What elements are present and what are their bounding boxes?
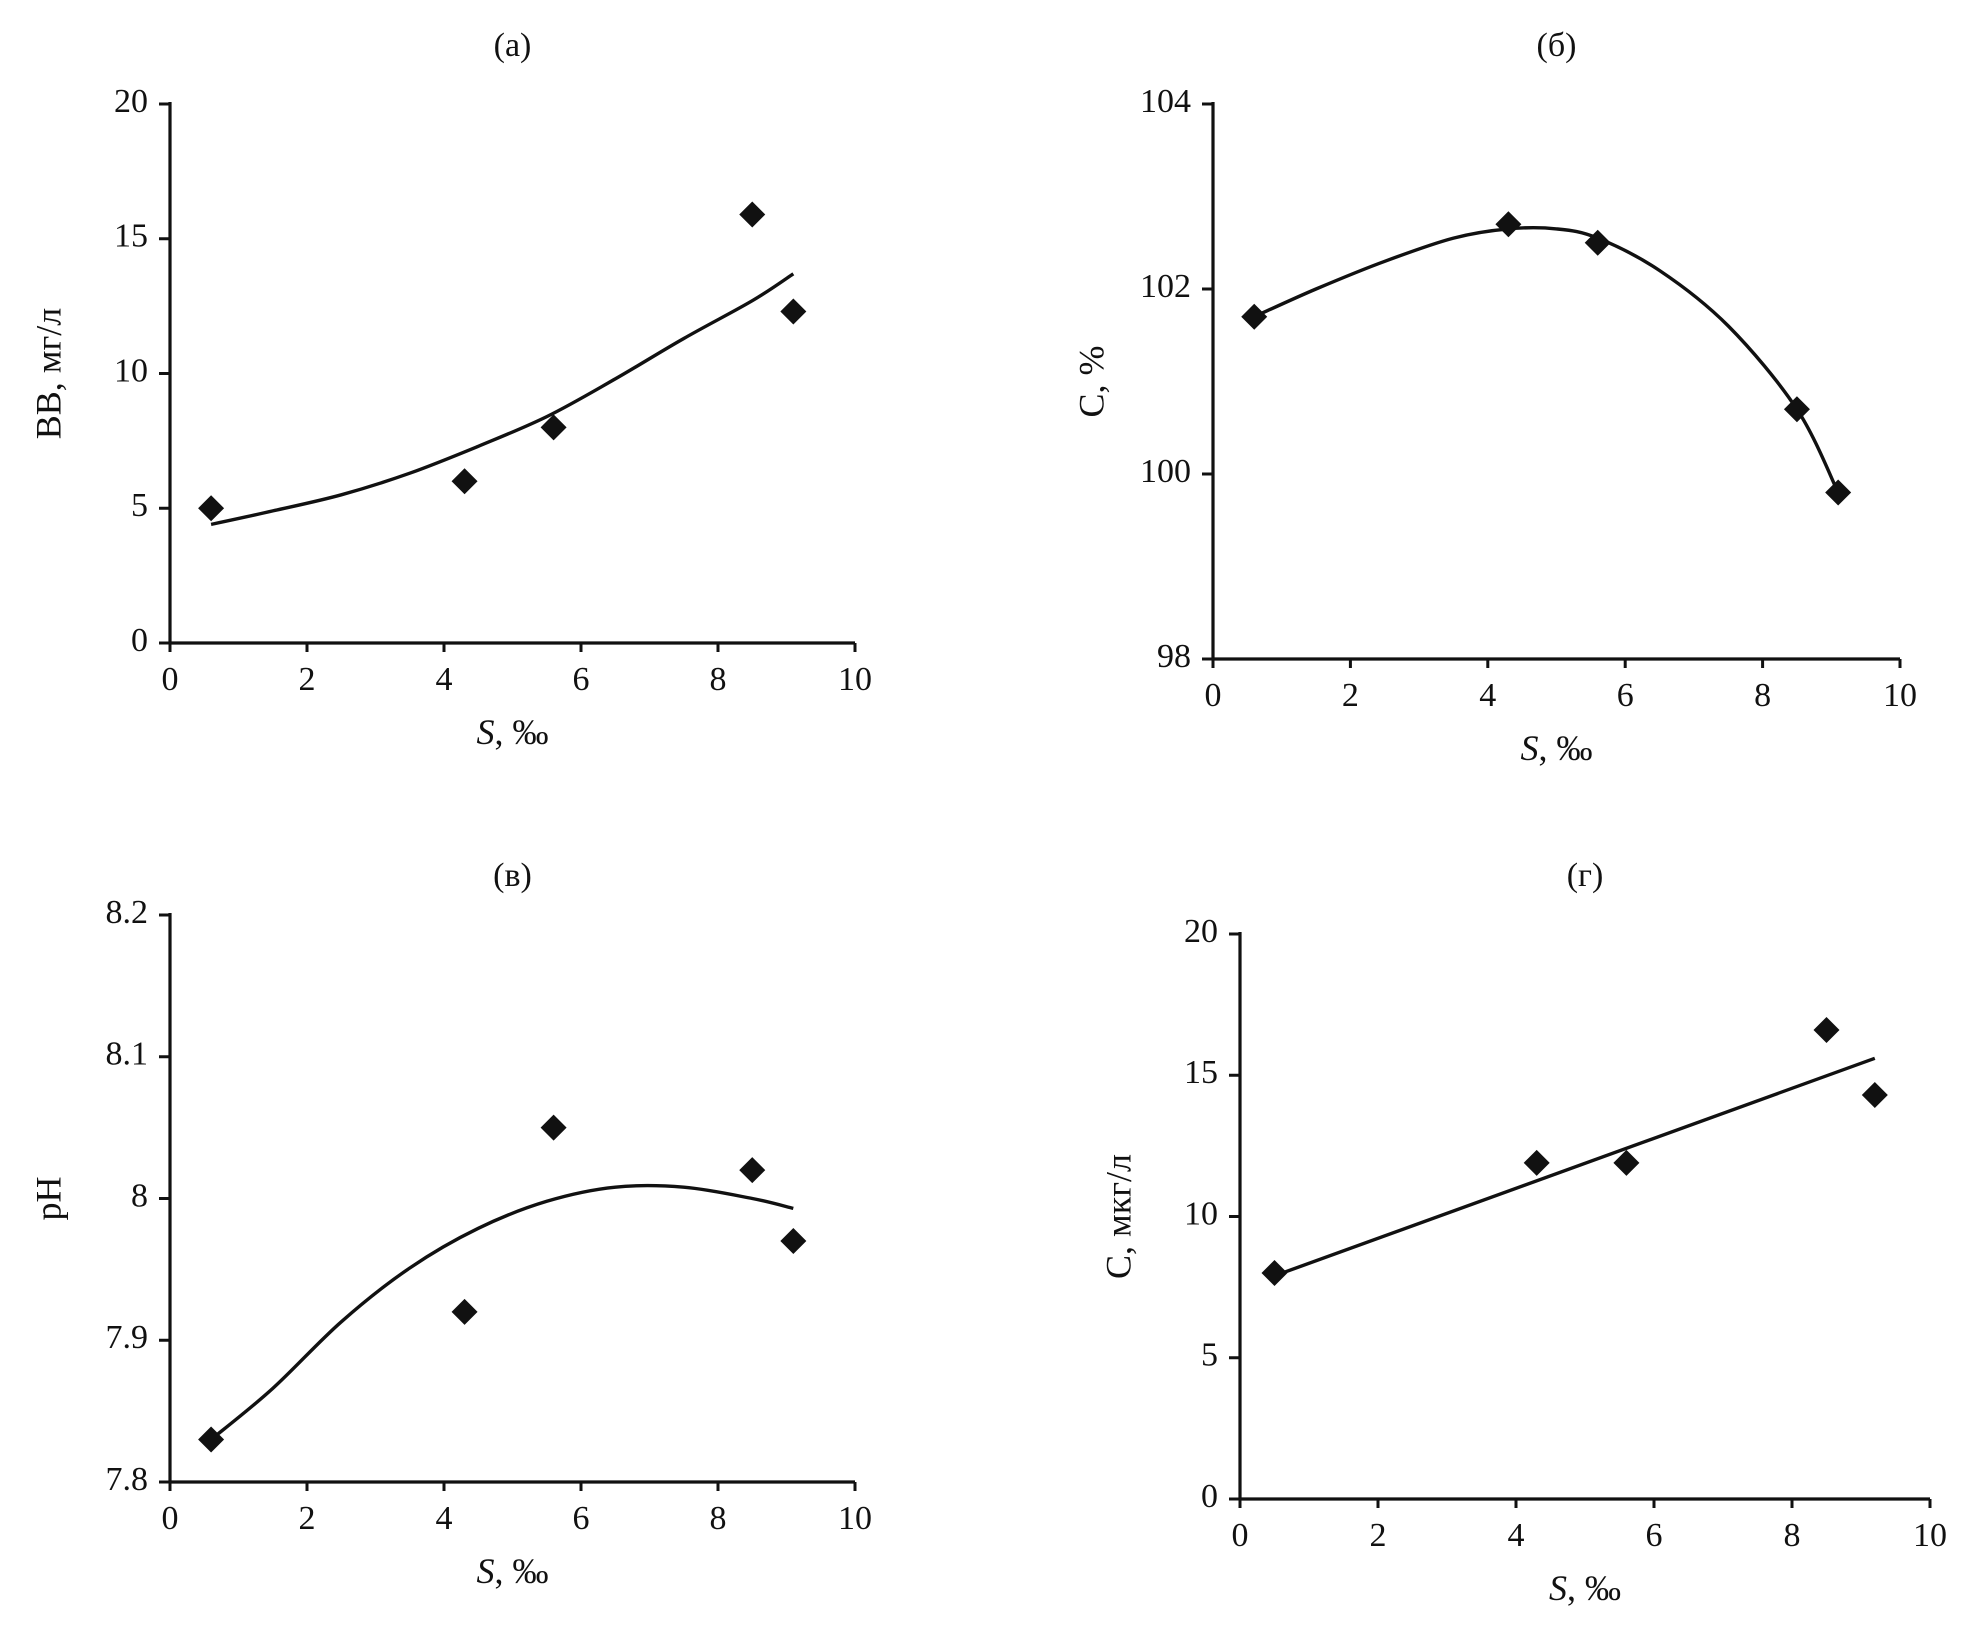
x-axis-unit: , ‰ <box>495 1551 549 1591</box>
y-tick-label: 8 <box>131 1177 148 1214</box>
x-axis-variable: S <box>1521 728 1539 768</box>
data-point <box>1813 1017 1840 1044</box>
x-tick-label: 8 <box>710 1500 727 1537</box>
y-tick-label: 100 <box>1140 453 1191 490</box>
chart-panel-1: (а) 0 2 4 6 8 10 0 5 10 15 20 S, ‰ ВВ, мг/л <box>28 27 872 752</box>
x-tick-label: 2 <box>299 661 316 698</box>
y-tick-label: 20 <box>114 83 148 120</box>
x-axis-variable: S <box>477 1551 495 1591</box>
chart-panel-3: (в) 0 2 4 6 8 10 7.8 7.9 8 8.1 8.2 S, ‰ pH <box>28 857 872 1591</box>
x-axis-title: S, ‰ <box>477 1551 549 1591</box>
x-tick-label: 8 <box>1784 1517 1801 1554</box>
x-tick-label: 2 <box>1370 1517 1387 1554</box>
x-tick-label: 4 <box>436 661 453 698</box>
data-point <box>540 414 567 441</box>
y-tick-label: 10 <box>1184 1195 1218 1232</box>
data-point <box>1861 1082 1888 1109</box>
x-axis-title: S, ‰ <box>1549 1568 1621 1608</box>
data-point <box>739 201 766 228</box>
x-tick-label: 6 <box>1617 677 1634 714</box>
trend-line <box>210 1183 794 1441</box>
x-axis-unit: , ‰ <box>495 712 549 752</box>
x-tick-label: 10 <box>838 1500 872 1537</box>
x-tick-label: 4 <box>1479 677 1496 714</box>
data-point <box>1584 229 1611 256</box>
y-axis-title: ВВ, мг/л <box>28 308 68 440</box>
y-axis-title: С, мкг/л <box>1098 1154 1138 1279</box>
x-tick-label: 10 <box>1913 1517 1947 1554</box>
y-tick-label: 15 <box>114 218 148 255</box>
x-axis-unit: , ‰ <box>1567 1568 1621 1608</box>
x-tick-label: 10 <box>838 661 872 698</box>
x-axis-unit: , ‰ <box>1539 728 1593 768</box>
x-tick-label: 10 <box>1883 677 1917 714</box>
data-point <box>198 1426 225 1453</box>
y-tick-label: 20 <box>1184 913 1218 950</box>
y-axis-title: pH <box>28 1177 68 1221</box>
x-axis-variable: S <box>477 712 495 752</box>
data-point <box>451 468 478 495</box>
data-point <box>780 298 807 325</box>
data-point <box>451 1298 478 1325</box>
y-tick-label: 102 <box>1140 268 1191 305</box>
x-tick-label: 4 <box>436 1500 453 1537</box>
data-point <box>739 1157 766 1184</box>
data-point <box>540 1114 567 1141</box>
data-point <box>1523 1149 1550 1176</box>
x-tick-label: 6 <box>1646 1517 1663 1554</box>
y-tick-label: 7.8 <box>106 1461 149 1498</box>
y-axis-title: С, % <box>1071 346 1111 418</box>
trend-line <box>1253 226 1840 494</box>
data-point <box>1261 1260 1288 1286</box>
x-tick-label: 2 <box>299 1500 316 1537</box>
y-tick-label: 0 <box>1201 1478 1218 1515</box>
panel-label: (б) <box>1537 27 1577 64</box>
x-axis-title: S, ‰ <box>1521 728 1593 768</box>
x-tick-label: 4 <box>1508 1517 1525 1554</box>
y-tick-label: 10 <box>114 352 148 389</box>
y-tick-label: 5 <box>1201 1337 1218 1374</box>
x-tick-label: 2 <box>1342 677 1359 714</box>
trend-line <box>210 272 795 527</box>
panel-label: (а) <box>494 27 532 64</box>
y-tick-label: 104 <box>1140 83 1191 120</box>
x-tick-label: 8 <box>710 661 727 698</box>
data-point <box>1495 211 1522 238</box>
y-tick-label: 5 <box>131 487 148 524</box>
y-tick-label: 98 <box>1157 638 1191 675</box>
data-point <box>1613 1149 1640 1176</box>
x-tick-label: 0 <box>162 661 179 698</box>
trend-line <box>1273 1056 1876 1278</box>
panel-label: (г) <box>1567 857 1604 894</box>
y-tick-label: 15 <box>1184 1054 1218 1091</box>
x-tick-label: 8 <box>1754 677 1771 714</box>
chart-panel-2: (б) 0 2 4 6 8 10 98 100 102 104 S, ‰ С, % <box>1071 27 1917 768</box>
data-point <box>198 495 225 522</box>
data-point <box>1825 479 1852 506</box>
y-tick-label: 8.1 <box>106 1036 149 1073</box>
y-tick-label: 7.9 <box>106 1319 149 1356</box>
data-point <box>780 1228 807 1255</box>
data-point <box>1783 396 1810 423</box>
chart-panel-4: (г) 0 2 4 6 8 10 0 5 10 15 20 S, ‰ С, мкг/л <box>1098 857 1947 1608</box>
data-point <box>1241 303 1268 330</box>
x-tick-label: 6 <box>573 1500 590 1537</box>
x-axis-variable: S <box>1549 1568 1567 1608</box>
x-tick-label: 6 <box>573 661 590 698</box>
x-tick-label: 0 <box>1232 1517 1249 1554</box>
y-tick-label: 0 <box>131 622 148 659</box>
x-axis-title: S, ‰ <box>477 712 549 752</box>
x-tick-label: 0 <box>1205 677 1222 714</box>
y-tick-label: 8.2 <box>106 894 149 931</box>
x-tick-label: 0 <box>162 1500 179 1537</box>
panel-label: (в) <box>493 857 532 894</box>
